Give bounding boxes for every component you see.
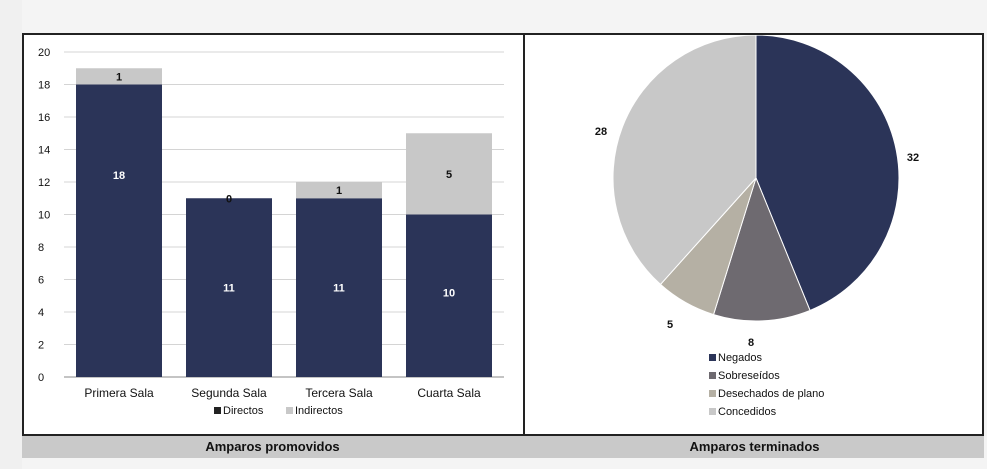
pie-slice-negados <box>755 35 900 312</box>
data-label-directos-1: 18 <box>113 170 125 182</box>
legend-label-sobreseidos: Sobreseídos <box>718 370 780 382</box>
bar-directos-3 <box>296 198 382 377</box>
legend-label-negados: Negados <box>718 352 763 364</box>
y-tick-label-0: 0 <box>38 372 44 384</box>
panel-divider <box>523 33 525 458</box>
data-label-indirectos-4: 5 <box>446 169 452 181</box>
y-tick-label-16: 16 <box>38 112 50 124</box>
x-tick-label-2: Segunda Sala <box>191 386 267 400</box>
x-tick-label-4: Cuarta Sala <box>417 386 481 400</box>
y-tick-label-18: 18 <box>38 80 50 92</box>
legend-swatch-indirectos <box>286 407 293 414</box>
legend-swatch-directos <box>214 407 221 414</box>
pie-data-label-sobreseidos: 8 <box>748 337 754 349</box>
data-label-directos-3: 11 <box>333 283 345 295</box>
pie-data-label-negados: 32 <box>907 152 919 164</box>
pie-slice-concedidos <box>612 35 757 286</box>
y-tick-label-20: 20 <box>38 47 50 59</box>
bar-directos-2 <box>186 198 272 377</box>
pie-data-label-desechados: 5 <box>667 319 673 331</box>
footer-label-promovidos: Amparos promovidos <box>205 439 340 454</box>
legend-label-directos: Directos <box>223 405 264 417</box>
legend-label-concedidos: Concedidos <box>718 406 777 418</box>
x-tick-label-3: Tercera Sala <box>305 386 373 400</box>
y-tick-label-10: 10 <box>38 210 50 222</box>
data-label-indirectos-1: 1 <box>116 71 122 83</box>
data-label-directos-2: 11 <box>223 283 235 295</box>
legend-swatch-negados <box>709 354 716 361</box>
y-tick-label-12: 12 <box>38 177 50 189</box>
data-label-indirectos-2: 0 <box>226 193 232 205</box>
y-tick-label-4: 4 <box>38 307 44 319</box>
bar-directos-4 <box>406 214 492 377</box>
footer-bar <box>22 434 984 458</box>
x-tick-label-1: Primera Sala <box>84 386 154 400</box>
y-tick-label-6: 6 <box>38 275 44 287</box>
data-label-directos-4: 10 <box>443 288 455 300</box>
bar-indirectos-1 <box>76 68 162 85</box>
y-tick-label-14: 14 <box>38 145 50 157</box>
legend-label-desechados: Desechados de plano <box>718 388 824 400</box>
y-tick-label-2: 2 <box>38 340 44 352</box>
legend-swatch-sobreseidos <box>709 372 716 379</box>
bar-directos-1 <box>76 84 162 377</box>
legend-swatch-concedidos <box>709 408 716 415</box>
legend-label-indirectos: Indirectos <box>295 405 343 417</box>
data-label-indirectos-3: 1 <box>336 185 342 197</box>
pie-slice-sobreseidos <box>712 176 811 322</box>
footer-label-terminados: Amparos terminados <box>689 439 820 454</box>
legend-swatch-desechados <box>709 390 716 397</box>
bar-indirectos-3 <box>296 182 382 199</box>
y-tick-label-8: 8 <box>38 242 44 254</box>
bar-indirectos-4 <box>406 133 492 215</box>
pie-chart: 32 8 5 28 Negados Sobreseídos Desechados de pl… <box>595 35 919 418</box>
pie-data-label-concedidos: 28 <box>595 126 607 138</box>
page-margin <box>0 0 22 469</box>
